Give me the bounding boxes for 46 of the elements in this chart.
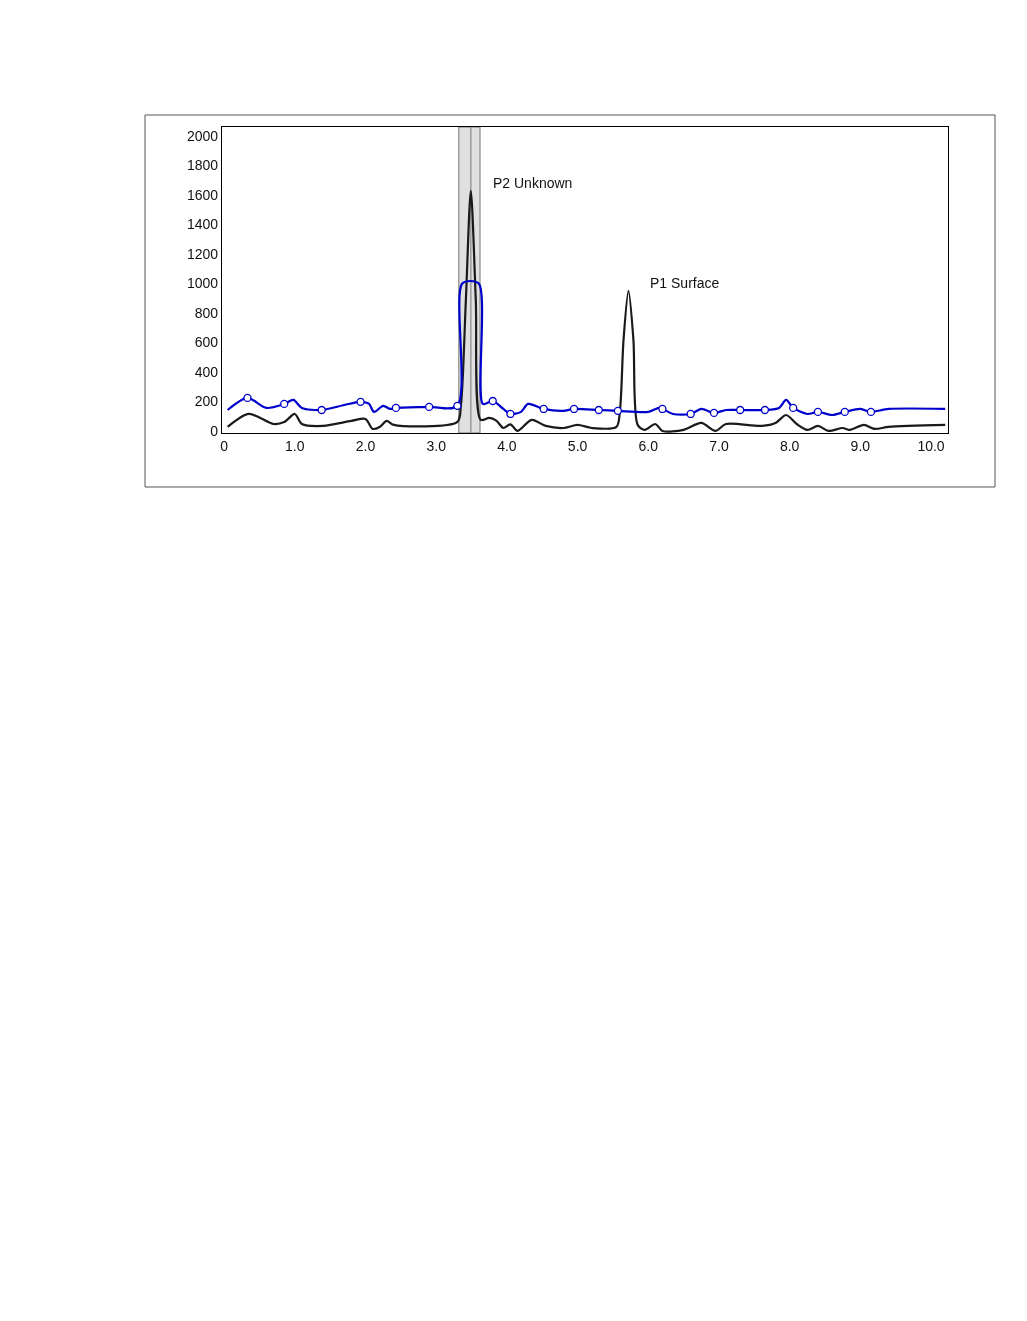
point (539, 404, 548, 414)
point (760, 405, 770, 415)
point (569, 404, 579, 414)
point (866, 407, 876, 417)
point (280, 399, 289, 409)
x-tick-label: 3.0 (426, 437, 447, 454)
y-tick-label: 0 (210, 422, 219, 439)
x-tick-label: 9.0 (850, 437, 871, 454)
x-tick-label: 8.0 (779, 437, 800, 454)
x-tick-label: 7.0 (709, 437, 729, 454)
y-tick-label: 400 (194, 363, 219, 380)
point (709, 408, 719, 418)
point (686, 409, 695, 419)
y-tick-label: 200 (194, 393, 219, 410)
point (356, 397, 365, 407)
point (840, 407, 849, 417)
x-tick-label: 1.0 (285, 437, 305, 454)
point (813, 407, 823, 417)
y-tick-label: 1600 (186, 186, 219, 203)
y-tick-label: 800 (194, 304, 219, 321)
annotation: P2 Unknown (493, 175, 573, 191)
y-tick-label: 1000 (186, 275, 219, 292)
point (736, 405, 745, 415)
point (658, 404, 667, 414)
annotation: P1 Surface (650, 275, 720, 291)
point (453, 401, 462, 410)
y-tick-label: 2000 (186, 127, 219, 144)
x-tick-label: 4.0 (497, 437, 517, 454)
line-series (226, 189, 947, 433)
point (506, 409, 515, 419)
x-tick-label: 10.0 (917, 437, 945, 454)
point (594, 405, 603, 415)
x-tick-label: 5.0 (567, 437, 588, 454)
point (488, 396, 497, 406)
point (243, 393, 252, 403)
point (613, 406, 623, 416)
y-tick-label: 1400 (186, 216, 219, 233)
x-tick-label: 2.0 (355, 437, 376, 454)
point (424, 402, 434, 412)
x-tick-label: 6.0 (638, 437, 659, 454)
y-tick-label: 1800 (186, 157, 219, 174)
y-tick-label: 600 (194, 334, 219, 351)
point (317, 405, 326, 415)
point (391, 403, 401, 413)
point (789, 403, 798, 413)
y-tick-label: 1200 (186, 245, 219, 262)
